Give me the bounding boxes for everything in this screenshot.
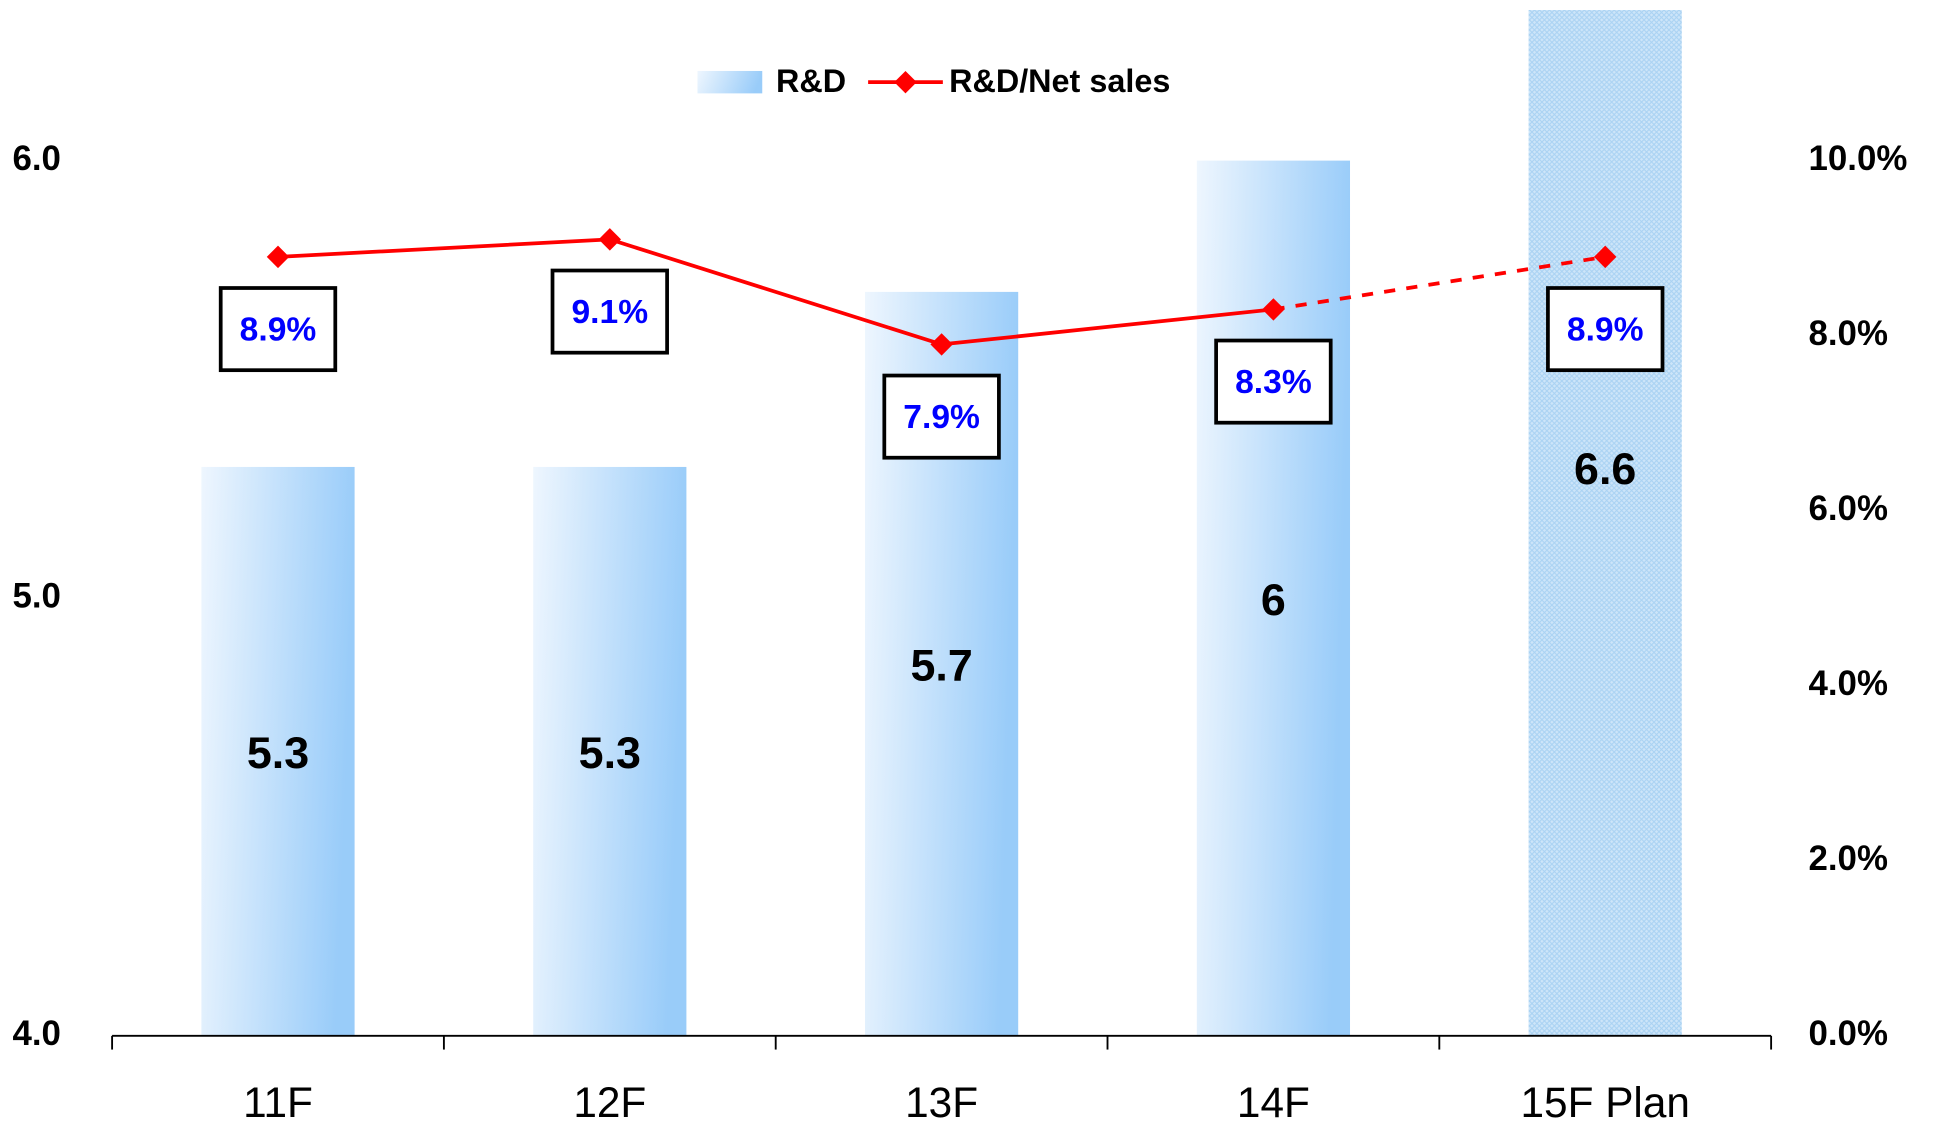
line-value-label: 8.9% — [1567, 311, 1644, 348]
bar-value-label: 6.6 — [1574, 444, 1636, 494]
line-label-box — [218, 286, 338, 373]
bar — [1528, 9, 1682, 1036]
x-tick-label: 15F Plan — [1520, 1079, 1689, 1126]
line-label-box — [1546, 286, 1665, 373]
line-value-label: 7.9% — [903, 399, 980, 436]
line-marker — [266, 245, 290, 269]
legend-swatch-marker — [894, 70, 917, 94]
line-value-label: 9.1% — [571, 294, 648, 331]
line-marker — [1594, 245, 1617, 269]
x-tick-label: 13F — [905, 1079, 978, 1126]
legend-swatch-bar — [697, 70, 763, 94]
bar-value-label: 5.7 — [910, 641, 972, 691]
y2-tick-label: 10.0% — [1808, 139, 1907, 178]
bar — [533, 466, 687, 1036]
line-label-box — [882, 373, 1001, 460]
line-marker — [598, 228, 622, 251]
x-tick-label: 12F — [573, 1079, 646, 1126]
line-label-box — [550, 268, 669, 355]
legend-label: R&D/Net sales — [949, 63, 1170, 99]
line-series-projected — [1273, 255, 1606, 312]
bar-value-label: 6 — [1261, 575, 1286, 625]
y2-tick-label: 2.0% — [1808, 839, 1887, 878]
line-marker — [930, 333, 953, 356]
y2-tick-label: 8.0% — [1808, 314, 1887, 353]
plot — [201, 9, 1682, 1036]
line-marker — [1262, 298, 1285, 321]
y2-tick-label: 0.0% — [1808, 1014, 1887, 1053]
x-tick-label: 11F — [243, 1079, 313, 1126]
line-value-label: 8.9% — [240, 311, 317, 348]
bar — [201, 466, 355, 1036]
y2-tick-label: 6.0% — [1808, 489, 1887, 528]
y-tick-label: 6.0 — [12, 139, 60, 178]
y-tick-label: 5.0 — [12, 576, 60, 615]
y-tick-label: 4.0 — [12, 1014, 60, 1053]
legend-label: R&D — [776, 63, 846, 99]
line-value-label: 8.3% — [1235, 364, 1312, 401]
bar-value-label: 5.3 — [579, 728, 641, 778]
line-label-box — [1214, 338, 1333, 425]
bar-value-label: 5.3 — [247, 728, 309, 778]
y2-tick-label: 4.0% — [1808, 664, 1887, 703]
x-tick-label: 14F — [1237, 1079, 1310, 1126]
line-series — [277, 237, 1274, 347]
